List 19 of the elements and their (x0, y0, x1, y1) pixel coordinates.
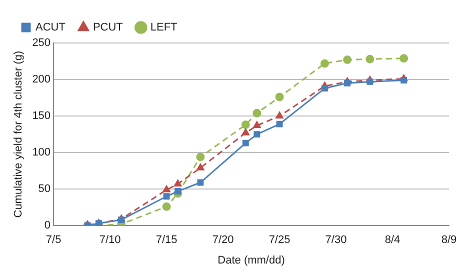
y-tick-label: 250 (32, 37, 51, 50)
y-tick-label: 200 (32, 74, 51, 86)
y-tick-label: 0 (44, 220, 51, 232)
x-tick-label: 8/9 (441, 234, 457, 246)
x-tick-label: 7/25 (268, 234, 290, 246)
y-tick-label: 100 (32, 146, 51, 159)
legend-label: LEFT (150, 22, 178, 34)
x-tick-label: 7/20 (212, 234, 234, 246)
x-tick-label: 7/5 (46, 234, 62, 246)
x-tick-label: 8/4 (384, 234, 400, 246)
y-tick-label: 150 (32, 110, 51, 122)
y-axis-title: Cumulative yield for 4th cluster (g) (12, 50, 25, 218)
legend-label: PCUT (92, 22, 124, 34)
x-axis-title: Date (mm/dd) (218, 254, 285, 266)
legend-label: ACUT (36, 22, 66, 34)
y-tick-label: 50 (38, 183, 51, 196)
x-tick-label: 7/15 (156, 234, 178, 246)
x-tick-label: 7/10 (99, 234, 121, 246)
x-tick-label: 7/30 (325, 234, 347, 246)
